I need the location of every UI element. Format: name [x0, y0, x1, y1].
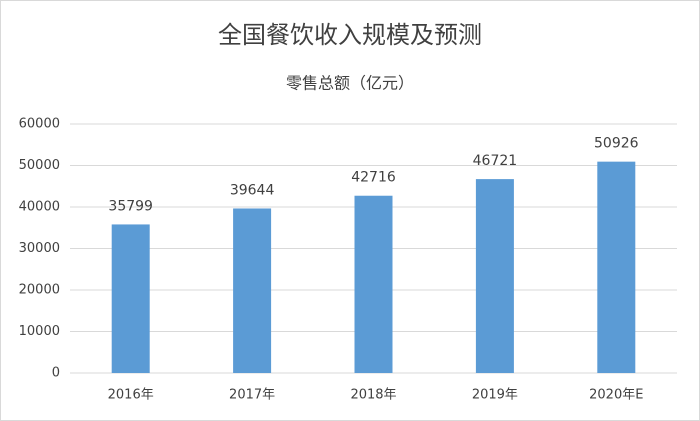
y-tick-label: 50000 — [19, 158, 60, 173]
data-label: 46721 — [473, 153, 518, 169]
data-label: 35799 — [108, 198, 153, 214]
data-label: 42716 — [351, 170, 396, 186]
y-tick-label: 60000 — [19, 117, 60, 132]
x-tick-label: 2017年 — [229, 388, 275, 403]
x-tick-label: 2018年 — [350, 388, 396, 403]
data-label: 50926 — [594, 136, 639, 152]
bar — [475, 179, 514, 373]
bar — [233, 208, 272, 373]
data-label: 39644 — [230, 182, 275, 198]
chart-title: 全国餐饮收入规模及预测 — [218, 21, 482, 49]
y-tick-label: 30000 — [19, 241, 60, 256]
bar — [111, 224, 150, 373]
y-tick-label: 10000 — [19, 324, 60, 339]
y-tick-label: 40000 — [19, 200, 60, 215]
x-tick-label: 2020年E — [589, 388, 643, 403]
bar — [597, 161, 636, 373]
x-tick-label: 2016年 — [108, 388, 154, 403]
y-tick-label: 20000 — [19, 283, 60, 298]
y-tick-label: 0 — [52, 366, 60, 381]
chart-subtitle: 零售总额（亿元） — [286, 74, 414, 93]
x-tick-label: 2019年 — [472, 388, 518, 403]
bar — [354, 195, 393, 373]
